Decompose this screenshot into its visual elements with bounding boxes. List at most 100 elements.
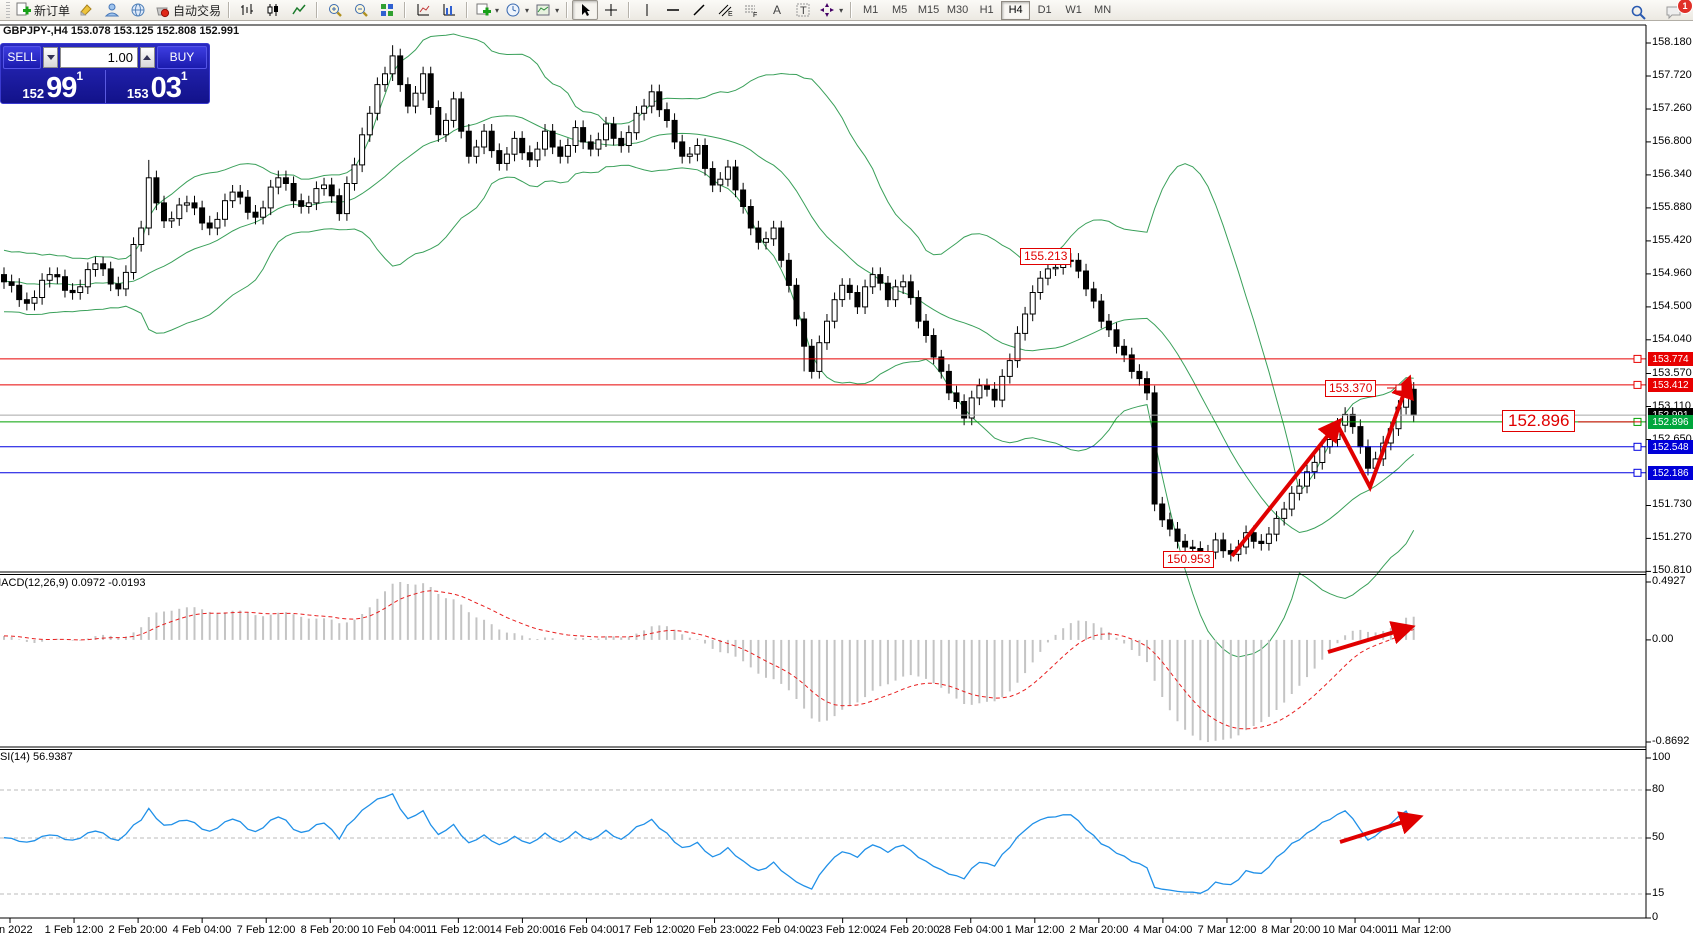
date-axis-label: 24 Feb 20:00	[874, 924, 940, 936]
date-axis-label: 2 Feb 20:00	[108, 924, 168, 936]
dropdown-arrow-icon: ▾	[525, 5, 530, 15]
buy-price-integer: 153	[126, 86, 149, 101]
dropdown-arrow-icon: ▾	[495, 5, 500, 15]
macd-axis-label: 0.4927	[1652, 575, 1686, 587]
horizontal-line-icon	[665, 2, 681, 18]
macd-label: MACD(12,26,9) 0.0972 -0.0193	[0, 577, 146, 589]
equidistant-channel-button[interactable]: E	[712, 0, 738, 20]
trendline-button[interactable]	[686, 0, 712, 20]
sell-price-pips: 99	[46, 72, 77, 104]
timeframe-M15[interactable]: M15	[917, 4, 940, 16]
date-axis-label: 23 Feb 12:00	[810, 924, 876, 936]
date-axis-label: 10 Mar 04:00	[1322, 924, 1388, 936]
rsi-axis-label: 15	[1652, 887, 1665, 899]
date-axis-label: 11 Mar 12:00	[1386, 924, 1452, 936]
timeframe-M5[interactable]: M5	[891, 4, 908, 16]
notifications-button[interactable]: 1	[1661, 0, 1693, 22]
timeframe-MN[interactable]: MN	[1094, 4, 1112, 16]
new-chart-icon	[475, 2, 492, 18]
new-order-icon	[15, 2, 31, 18]
auto-trading-button[interactable]: 自动交易	[151, 0, 224, 20]
crosshair-button[interactable]	[598, 0, 624, 20]
new-order-label: 新订单	[34, 3, 71, 18]
fibonacci-button[interactable]: F	[738, 0, 764, 20]
data-window-button[interactable]	[410, 0, 436, 20]
candlestick-chart-button[interactable]	[260, 0, 286, 20]
main-toolbar: 新订单 自动交易 ▾ ▾ ▾ E F A T ▾ M1 M5 M15 M30 H1 H4 D…	[0, 0, 1693, 21]
line-chart-button[interactable]	[286, 0, 312, 20]
tile-windows-icon	[379, 2, 395, 18]
date-axis-label: 16 Feb 04:00	[553, 924, 619, 936]
vertical-line-button[interactable]	[634, 0, 660, 20]
bar-chart-button[interactable]	[234, 0, 260, 20]
profiles-button[interactable]: ▾	[502, 0, 532, 20]
rsi-axis-label: 50	[1652, 831, 1665, 843]
date-axis-label: 4 Mar 04:00	[1133, 924, 1193, 936]
date-axis-label: 8 Feb 20:00	[300, 924, 360, 936]
arrows-button[interactable]: ▾	[816, 0, 846, 20]
date-axis-label: 11 Feb 12:00	[425, 924, 491, 936]
new-chart-button[interactable]: ▾	[472, 0, 502, 20]
price-annotation: 152.896	[1502, 410, 1576, 432]
price-axis-label: 157.720	[1652, 69, 1692, 81]
timeframe-M1[interactable]: M1	[862, 4, 879, 16]
sell-button[interactable]: SELL	[3, 45, 42, 69]
price-badge: 153.774	[1648, 352, 1693, 366]
price-axis-label: 155.420	[1652, 234, 1692, 246]
sell-price[interactable]: 152 99 1	[1, 70, 106, 103]
price-badge: 152.548	[1648, 440, 1693, 454]
horizontal-line-button[interactable]	[660, 0, 686, 20]
rsi-axis-label: 0	[1652, 911, 1659, 923]
search-button[interactable]	[1625, 2, 1651, 22]
buy-price[interactable]: 153 03 1	[106, 70, 210, 103]
price-annotation: 153.370	[1325, 380, 1377, 397]
text-icon: A	[769, 2, 785, 18]
one-click-trading-panel: SELL BUY 152 99 1 153 03 1	[0, 43, 210, 104]
svg-text:A: A	[773, 3, 781, 17]
toolbar-separator	[566, 2, 569, 18]
signal-button[interactable]	[125, 0, 151, 20]
volume-decrease-button[interactable]	[43, 46, 58, 68]
auto-trading-label: 自动交易	[173, 3, 222, 18]
person-icon	[104, 2, 120, 18]
date-axis-label: 20 Feb 23:00	[682, 924, 748, 936]
svg-text:E: E	[728, 11, 733, 18]
timeframe-W1[interactable]: W1	[1065, 4, 1082, 16]
date-axis-label: 7 Mar 12:00	[1197, 924, 1257, 936]
highlighter-button[interactable]	[73, 0, 99, 20]
buy-button[interactable]: BUY	[156, 45, 207, 69]
navigator-button[interactable]	[436, 0, 462, 20]
line-chart-icon	[291, 2, 307, 18]
price-annotation: 155.213	[1020, 248, 1072, 265]
sell-price-point: 1	[76, 69, 84, 83]
price-annotation: 150.953	[1163, 551, 1215, 568]
volume-input[interactable]	[59, 46, 138, 68]
toolbar-separator	[628, 2, 631, 18]
new-order-button[interactable]: 新订单	[12, 0, 73, 20]
timeframe-H4[interactable]: H4	[1001, 0, 1031, 20]
timeframe-D1[interactable]: D1	[1037, 4, 1052, 16]
zoom-in-icon	[327, 2, 343, 18]
text-label-button[interactable]: T	[790, 0, 816, 20]
toolbar-separator	[850, 2, 853, 18]
vertical-line-icon	[639, 2, 655, 18]
toolbar-separator	[466, 2, 469, 18]
zoom-in-button[interactable]	[322, 0, 348, 20]
template-button[interactable]: ▾	[532, 0, 562, 20]
text-button[interactable]: A	[764, 0, 790, 20]
price-axis-label: 158.180	[1652, 36, 1692, 48]
sell-price-integer: 152	[22, 86, 45, 101]
crosshair-icon	[603, 2, 619, 18]
buy-price-pips: 03	[150, 72, 182, 104]
zoom-out-icon	[353, 2, 369, 18]
trendline-icon	[691, 2, 707, 18]
market-watch-button[interactable]	[99, 0, 125, 20]
zoom-out-button[interactable]	[348, 0, 374, 20]
tile-windows-button[interactable]	[374, 0, 400, 20]
timeframe-M30[interactable]: M30	[946, 4, 969, 16]
cursor-button[interactable]	[572, 0, 599, 20]
timeframe-H1[interactable]: H1	[979, 4, 994, 16]
volume-increase-button[interactable]	[139, 46, 155, 68]
date-axis-label: 2 Mar 20:00	[1069, 924, 1129, 936]
